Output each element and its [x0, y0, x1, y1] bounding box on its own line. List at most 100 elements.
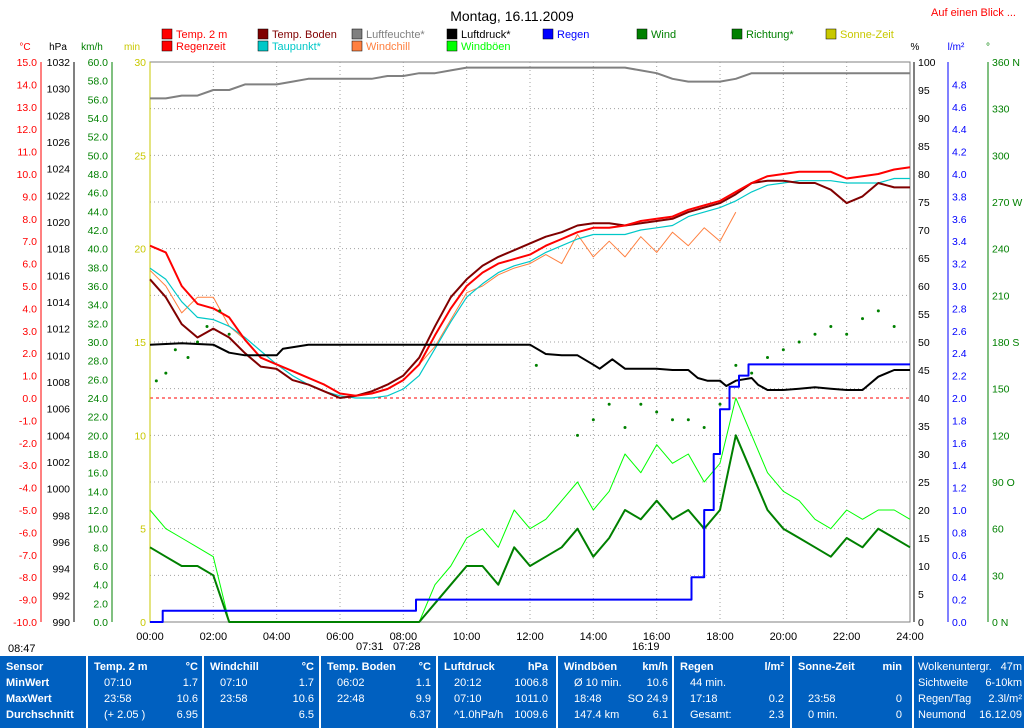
- y-tick-label: 45: [918, 365, 930, 377]
- y-tick-label: 0.8: [952, 527, 967, 539]
- legend-label: Richtung*: [746, 29, 794, 41]
- series-line-wind: [149, 434, 911, 623]
- y-tick-label: 11.0: [17, 147, 37, 159]
- legend-label: Windchill: [366, 41, 410, 53]
- y-tick-label: 42.0: [88, 225, 109, 237]
- direction-point: [655, 410, 659, 414]
- y-tick-label: 4.2: [952, 147, 967, 159]
- y-tick-label: 990: [52, 617, 70, 629]
- top-link[interactable]: Auf einen Blick ...: [931, 7, 1016, 19]
- y-tick-label: 1028: [47, 110, 71, 122]
- y-tick-label: 30: [918, 449, 930, 461]
- x-tick-label: 24:00: [896, 631, 924, 643]
- direction-point: [797, 340, 801, 344]
- stats-cell-time: 23:58: [104, 693, 132, 705]
- stats-col-title: Temp. 2 m: [94, 661, 148, 673]
- series-line-temp-2-m: [149, 166, 911, 397]
- y-tick-label: 0: [140, 617, 146, 629]
- stats-separator: [202, 656, 204, 728]
- y-tick-label: 5.0: [22, 281, 37, 293]
- stats-cell-value: 1.7: [298, 677, 314, 689]
- series-line-luftdruck-: [149, 342, 910, 391]
- y-tick-label: 1012: [47, 324, 71, 336]
- stats-column: Sonne-Zeit min 23:58 0 0 min. 0: [794, 656, 906, 728]
- direction-point: [718, 402, 722, 406]
- direction-point: [154, 379, 158, 383]
- y-tick-label: 40.0: [88, 244, 109, 256]
- stats-cell-value: 6.95: [176, 709, 198, 721]
- y-tick-label: 15.0: [17, 57, 38, 69]
- y-tick-label: 30: [992, 570, 1004, 582]
- y-tick-label: 65: [918, 253, 930, 265]
- y-tick-label: 4.0: [952, 169, 967, 181]
- stats-col-unit: °C: [301, 661, 314, 673]
- y-tick-label: 10: [134, 430, 146, 442]
- stats-cell-time: 07:10: [454, 693, 482, 705]
- y-tick-label: 2.8: [952, 303, 967, 315]
- axis-unit-label: °: [986, 42, 990, 53]
- y-tick-label: 9.0: [22, 191, 37, 203]
- y-tick-label: 150: [992, 384, 1010, 396]
- chart-title: Montag, 16.11.2009: [450, 8, 574, 24]
- series-layer: [149, 66, 911, 623]
- axis-unit-label: hPa: [49, 42, 67, 53]
- y-axes: 15.0 14.0 13.0 12.0 11.0 10.0 9.0 8.0 7.0 6.0 5.0 4…: [13, 57, 1022, 629]
- stats-col-title: Temp. Boden: [327, 661, 396, 673]
- y-tick-label: 1024: [47, 164, 71, 176]
- legend-label: Regenzeit: [176, 41, 226, 53]
- y-tick-label: 1.6: [952, 438, 967, 450]
- direction-point: [686, 418, 690, 422]
- stats-cell-time: 17:18: [690, 693, 718, 705]
- y-tick-label: 5: [918, 589, 924, 601]
- stats-extra-value: 16.12.09: [979, 709, 1022, 721]
- stats-extra-label: Sichtweite: [918, 677, 969, 689]
- y-tick-label: 0.0: [952, 617, 967, 629]
- y-tick-label: 3.0: [952, 281, 967, 293]
- stats-col-unit: hPa: [527, 661, 548, 673]
- direction-point: [766, 356, 769, 360]
- stats-col-unit: °C: [418, 661, 431, 673]
- x-tick-label: 22:00: [833, 631, 861, 643]
- legend-label: Sonne-Zeit: [840, 29, 894, 41]
- y-tick-label: 1.8: [952, 415, 967, 427]
- stats-row-label: Sensor: [6, 661, 44, 673]
- y-tick-label: 1030: [47, 84, 71, 96]
- y-tick-label: -7.0: [19, 550, 37, 562]
- stats-col-title: Sonne-Zeit: [798, 661, 855, 673]
- axis-unit-label: min: [124, 42, 140, 53]
- direction-point: [534, 363, 538, 367]
- direction-point: [218, 309, 222, 313]
- y-tick-label: 10: [918, 561, 930, 573]
- stats-cell-time: 07:10: [104, 677, 132, 689]
- legend-swatch: [161, 28, 173, 40]
- y-tick-label: -5.0: [19, 505, 37, 517]
- y-tick-label: 1006: [47, 404, 71, 416]
- legend-swatch: [731, 28, 743, 40]
- legend-swatch: [257, 28, 269, 40]
- y-tick-label: 5: [140, 524, 146, 536]
- axis-unit-label: °C: [19, 42, 30, 53]
- x-tick-label: 08:00: [390, 631, 418, 643]
- y-tick-label: -9.0: [19, 595, 37, 607]
- y-tick-label: 1016: [47, 270, 71, 282]
- legend-label: Windböen: [461, 41, 511, 53]
- legend-swatch: [636, 28, 648, 40]
- y-tick-label: 4.4: [952, 124, 967, 136]
- stats-column: Luftdruck hPa 20:12 1006.8 07:10 1011.0 ^1.0hP…: [440, 656, 552, 728]
- y-tick-label: 60.0: [88, 57, 109, 69]
- y-tick-label: 270 W: [992, 197, 1022, 209]
- y-tick-label: 2.4: [952, 348, 967, 360]
- direction-point: [623, 426, 627, 430]
- y-tick-label: 54.0: [88, 113, 109, 125]
- y-tick-label: 0.0: [22, 393, 37, 405]
- y-tick-label: 1022: [47, 190, 71, 202]
- legend-label: Temp. Boden: [272, 29, 337, 41]
- y-tick-label: 180 S: [992, 337, 1019, 349]
- stats-column: Temp. Boden °C 06:02 1.1 22:48 9.9 6.37: [323, 656, 435, 728]
- y-tick-label: 4.0: [93, 580, 108, 592]
- weather-chart: Montag, 16.11.2009 Auf einen Blick ... T…: [8, 7, 1022, 655]
- y-tick-label: 12.0: [17, 124, 38, 136]
- y-tick-label: 52.0: [88, 132, 109, 144]
- y-tick-label: 1.0: [22, 371, 37, 383]
- stats-cell-time: 22:48: [337, 693, 365, 705]
